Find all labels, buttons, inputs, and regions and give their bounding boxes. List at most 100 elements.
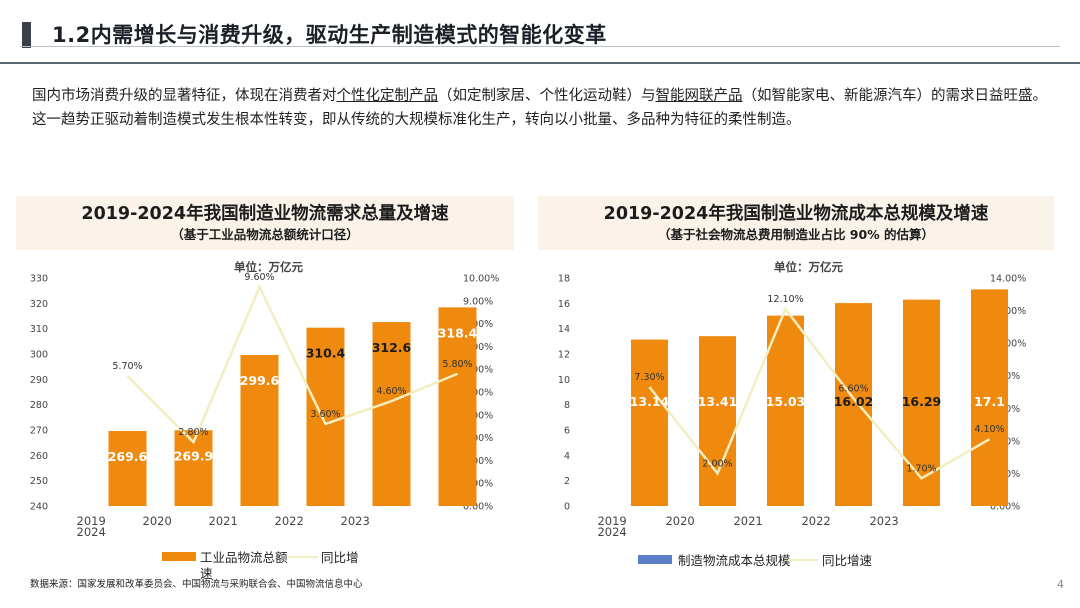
y-tick-label: 4 xyxy=(564,451,570,462)
y2-tick-label: 8.00% xyxy=(463,319,493,330)
x-tick-label: 2019 xyxy=(77,514,106,528)
line-value-label: 2.00% xyxy=(702,458,732,469)
cost-chart-svg: 0246810121416180.00%2.00%4.00%6.00%8.00%… xyxy=(558,274,1026,540)
bar-value-label: 269.6 xyxy=(108,449,148,464)
y-tick-label: 2 xyxy=(564,476,570,487)
chart-unit: 单位：万亿元 xyxy=(234,260,303,274)
y2-tick-label: 1.00% xyxy=(463,479,493,490)
line-value-label: 12.10% xyxy=(767,294,803,305)
y-tick-label: 260 xyxy=(30,451,48,462)
bar xyxy=(699,336,736,506)
line-value-label: 3.60% xyxy=(310,409,340,420)
x-tick-label: 2023 xyxy=(869,514,898,528)
legend-line-label: 同比增速 xyxy=(822,553,873,568)
y-tick-label: 12 xyxy=(558,350,570,361)
intro-highlight-smart: 智能网联产品 xyxy=(655,88,743,104)
y-tick-label: 320 xyxy=(30,299,48,310)
line-value-label: 5.70% xyxy=(112,361,142,372)
legend-line-label: 同比增 xyxy=(321,550,359,565)
bar-value-label: 13.41 xyxy=(698,394,738,409)
line-value-label: 7.30% xyxy=(634,372,664,383)
y-tick-label: 330 xyxy=(30,274,48,285)
bar-value-label: 17.1 xyxy=(974,394,1005,409)
x-tick-label: 2023 xyxy=(341,514,370,528)
y2-tick-label: 0.00% xyxy=(463,502,493,513)
x-tick-label: 2020 xyxy=(143,514,172,528)
y-tick-label: 10 xyxy=(558,375,570,386)
bar xyxy=(835,303,872,506)
bar xyxy=(971,289,1008,506)
chart-subtitle: （基于社会物流总费用制造业占比 90% 的估算） xyxy=(657,227,935,242)
y-tick-label: 0 xyxy=(564,502,570,513)
x-tick-label: 2024 xyxy=(597,525,626,539)
y2-tick-label: 5.00% xyxy=(463,388,493,399)
legend-line-label-wrap: 速 xyxy=(200,566,213,581)
chart-title: 2019-2024年我国制造业物流成本总规模及增速 xyxy=(603,204,989,224)
legend-line-swatch xyxy=(788,559,818,561)
x-tick-label: 2021 xyxy=(209,514,238,528)
y-tick-label: 6 xyxy=(564,426,570,437)
bar-value-label: 318.4 xyxy=(438,325,478,340)
y-tick-label: 14 xyxy=(558,324,570,335)
y2-tick-label: 14.00% xyxy=(990,274,1026,285)
line-value-label: 9.60% xyxy=(244,272,274,283)
data-source-note: 数据来源：国家发展和改革委员会、中国物流与采购联合会、中国物流信息中心 xyxy=(30,579,363,590)
section-divider xyxy=(0,62,1080,64)
y-tick-label: 270 xyxy=(30,426,48,437)
x-tick-label: 2024 xyxy=(77,525,106,539)
bar-value-label: 16.02 xyxy=(834,394,874,409)
intro-highlight-custom: 个性化定制产品 xyxy=(336,88,439,104)
y2-tick-label: 7.00% xyxy=(463,342,493,353)
intro-text-2: （如定制家居、个性化运动鞋）与 xyxy=(438,88,656,104)
y-tick-label: 250 xyxy=(30,476,48,487)
y-tick-label: 310 xyxy=(30,324,48,335)
y2-tick-label: 9.00% xyxy=(463,296,493,307)
chart-unit: 单位：万亿元 xyxy=(774,260,843,274)
page-number: 4 xyxy=(1057,578,1064,591)
bar-value-label: 299.6 xyxy=(240,373,280,388)
y-tick-label: 8 xyxy=(564,400,570,411)
intro-paragraph: 国内市场消费升级的显著特征，体现在消费者对个性化定制产品（如定制家居、个性化运动… xyxy=(32,84,1052,132)
x-tick-label: 2019 xyxy=(597,514,626,528)
line-value-label: 5.80% xyxy=(442,359,472,370)
bar xyxy=(108,431,147,506)
demand-chart-svg: 240 250 260 270 280 290 300 310 320 330 0.00% 1.00%… xyxy=(30,272,499,539)
bar-value-label: 310.4 xyxy=(306,346,346,361)
page-header: 1.2内需增长与消费升级，驱动生产制造模式的智能化变革 xyxy=(0,0,1080,60)
bar-value-label: 15.03 xyxy=(766,394,806,409)
y-tick-label: 280 xyxy=(30,400,48,411)
y-tick-label: 240 xyxy=(30,502,48,513)
header-divider xyxy=(20,46,1060,47)
chart-subtitle: （基于工业品物流总额统计口径） xyxy=(171,227,359,242)
y2-tick-label: 10.00% xyxy=(463,274,499,285)
line-value-label: 6.60% xyxy=(838,384,868,395)
x-tick-label: 2021 xyxy=(733,514,762,528)
legend-bar-swatch xyxy=(162,552,196,561)
chart-title: 2019-2024年我国制造业物流需求总量及增速 xyxy=(81,204,449,224)
page-title: 1.2内需增长与消费升级，驱动生产制造模式的智能化变革 xyxy=(52,23,607,47)
y-tick-label: 16 xyxy=(558,299,570,310)
legend-bar-swatch xyxy=(638,555,672,564)
y-tick-label: 300 xyxy=(30,350,48,361)
header-accent-bar xyxy=(22,22,31,48)
bar xyxy=(372,322,411,506)
y2-tick-label: 6.00% xyxy=(463,365,493,376)
legend-bar-label: 制造物流成本总规模 xyxy=(678,553,791,568)
growth-line xyxy=(648,306,991,480)
legend-line-swatch xyxy=(288,556,318,558)
x-tick-label: 2022 xyxy=(801,514,830,528)
y2-tick-label: 0.00% xyxy=(990,502,1020,513)
bar-value-label: 269.9 xyxy=(174,448,214,463)
bar xyxy=(240,355,279,506)
line-value-label: 2.80% xyxy=(178,427,208,438)
y-tick-label: 290 xyxy=(30,375,48,386)
intro-text-3: （如智能家电、新能源汽车）的需求日益旺盛。这一趋势正驱动着制造模式发生根本性转变… xyxy=(32,88,1047,128)
x-tick-label: 2022 xyxy=(275,514,304,528)
bar xyxy=(767,315,804,506)
intro-text-1: 国内市场消费升级的显著特征，体现在消费者对 xyxy=(32,88,337,104)
bar xyxy=(631,339,668,506)
growth-line xyxy=(126,284,458,445)
chart-panel-demand: 2019-2024年我国制造业物流需求总量及增速 （基于工业品物流总额统计口径）… xyxy=(16,196,514,581)
bar xyxy=(306,327,345,506)
bar-value-label: 312.6 xyxy=(372,340,412,355)
